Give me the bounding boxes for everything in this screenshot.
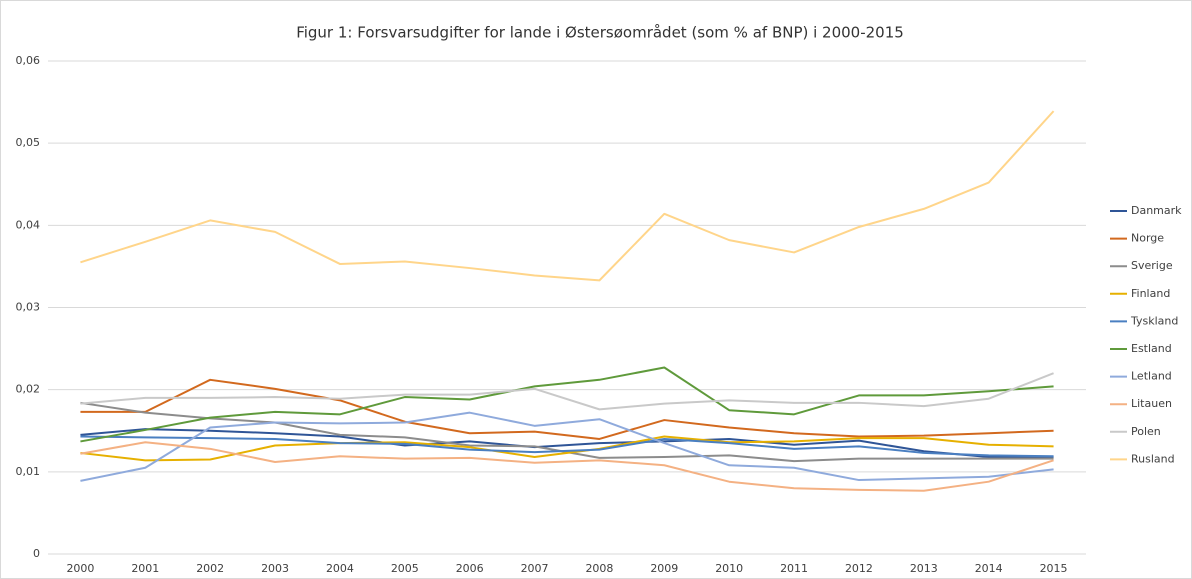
x-tick-label: 2007 [521, 562, 549, 575]
legend-label: Finland [1131, 287, 1170, 300]
y-tick-label: 0 [33, 547, 40, 560]
legend-label: Estland [1131, 342, 1172, 355]
x-tick-label: 2010 [715, 562, 743, 575]
x-tick-label: 2012 [845, 562, 873, 575]
series-line [80, 110, 1055, 282]
x-tick-label: 2009 [650, 562, 678, 575]
y-tick-label: 0,06 [16, 54, 41, 67]
legend-label: Polen [1131, 425, 1161, 438]
series-line [80, 435, 1054, 462]
y-tick-label: 0,04 [16, 218, 41, 231]
y-tick-label: 0,05 [16, 136, 41, 149]
x-tick-label: 2006 [456, 562, 484, 575]
x-tick-label: 2003 [261, 562, 289, 575]
y-tick-label: 0,03 [16, 301, 41, 314]
legend-label: Letland [1131, 370, 1172, 383]
x-tick-label: 2015 [1040, 562, 1068, 575]
chart-title: Figur 1: Forsvarsudgifter for lande i Øs… [296, 24, 904, 42]
series-line [80, 428, 1054, 459]
x-tick-label: 2008 [585, 562, 613, 575]
x-tick-label: 2004 [326, 562, 354, 575]
legend-label: Litauen [1131, 397, 1172, 410]
x-tick-label: 2002 [196, 562, 224, 575]
series-line [80, 372, 1054, 411]
legend-label: Norge [1131, 232, 1164, 245]
series-line [80, 378, 1054, 440]
legend-label: Danmark [1131, 204, 1182, 217]
legend-label: Tyskland [1130, 314, 1178, 327]
y-tick-label: 0,01 [16, 465, 41, 478]
series-line [80, 441, 1054, 492]
legend-label: Rusland [1131, 452, 1175, 465]
y-tick-label: 0,02 [16, 383, 41, 396]
x-tick-label: 2005 [391, 562, 419, 575]
series-line [80, 411, 1054, 482]
x-tick-label: 2000 [66, 562, 94, 575]
series-line [80, 435, 1054, 458]
x-tick-label: 2011 [780, 562, 808, 575]
x-tick-label: 2013 [910, 562, 938, 575]
x-tick-label: 2014 [975, 562, 1003, 575]
series-line [80, 366, 1054, 443]
x-tick-label: 2001 [131, 562, 159, 575]
legend-label: Sverige [1131, 259, 1173, 272]
